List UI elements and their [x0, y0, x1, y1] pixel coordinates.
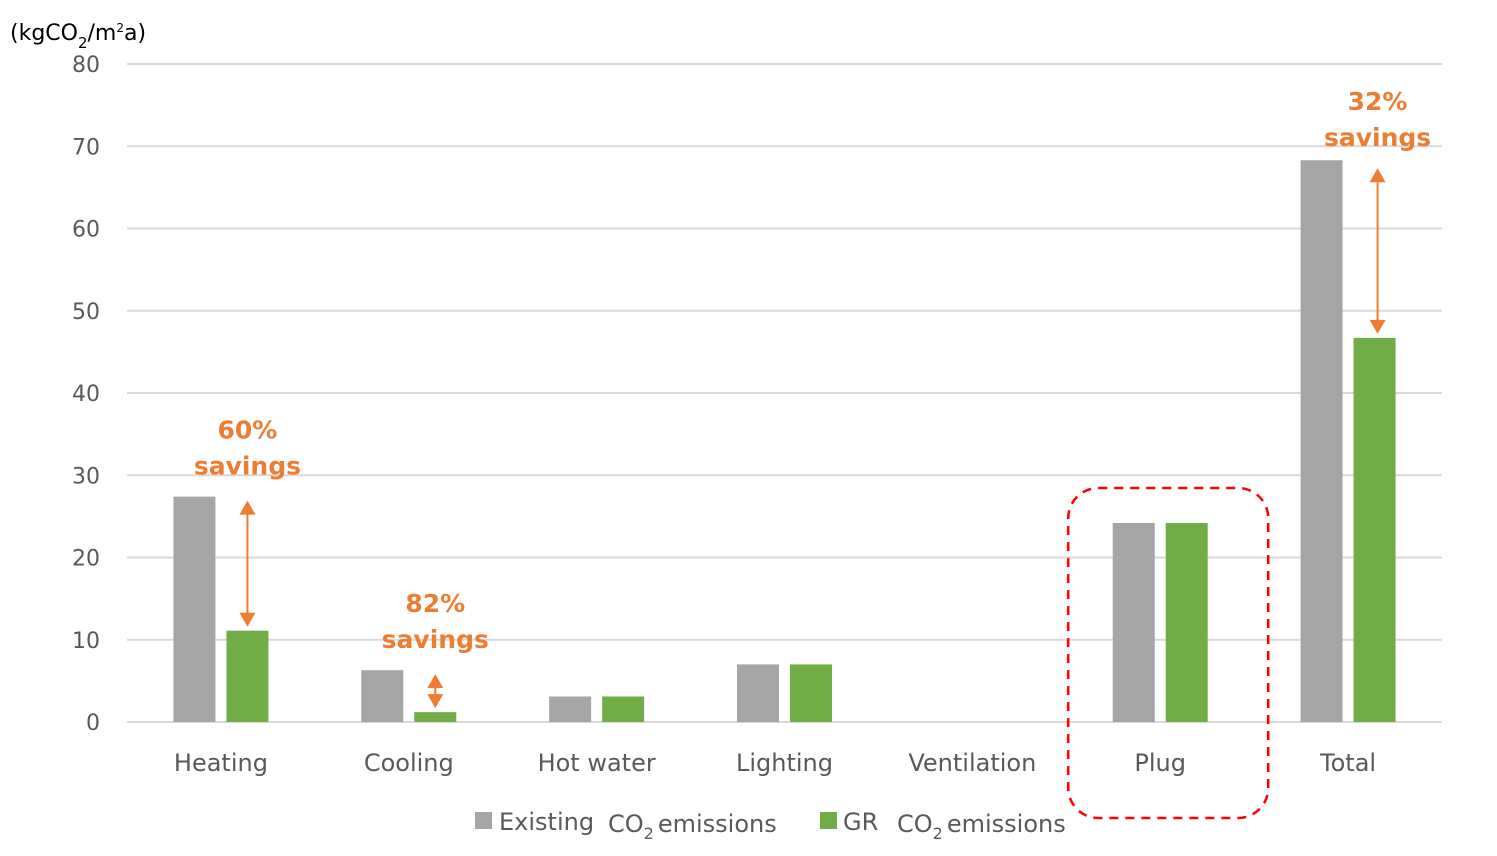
- legend-swatch-gr: [820, 812, 837, 829]
- x-tick-label: Cooling: [364, 749, 454, 777]
- legend-label-gr: GR: [843, 808, 878, 836]
- savings-percent-label: 82%: [405, 589, 465, 618]
- y-axis-unit-label: (kgCO2/m2a): [10, 21, 146, 52]
- y-tick-label: 50: [72, 300, 100, 325]
- y-tick-label: 80: [72, 53, 100, 78]
- bar-existing-plug: [1112, 522, 1155, 722]
- arrow-head: [239, 500, 256, 515]
- x-tick-label: Hot water: [538, 749, 656, 777]
- arrow-head: [1369, 168, 1386, 183]
- arrow-head: [1369, 319, 1386, 334]
- x-axis-labels: Heating Cooling Hot water Lighting Ventilati…: [174, 749, 1376, 777]
- bar-gr-hot-water: [602, 696, 645, 722]
- bar-gr-lighting: [790, 664, 832, 722]
- y-tick-label: 40: [72, 382, 100, 407]
- x-tick-label: Lighting: [736, 749, 833, 777]
- x-tick-label: Total: [1319, 749, 1376, 777]
- legend-swatch-existing: [475, 812, 492, 829]
- bar-gr-heating: [226, 630, 269, 722]
- plug-highlight-box: [1066, 486, 1270, 820]
- legend-label-suffix: CO2 emissions: [608, 810, 777, 843]
- gridlines: [127, 63, 1442, 723]
- y-tick-label: 30: [72, 464, 100, 489]
- arrow-head: [427, 694, 444, 709]
- x-tick-label: Plug: [1134, 749, 1186, 777]
- arrow-head: [427, 674, 444, 689]
- bar-gr-total: [1353, 337, 1396, 722]
- bars: [173, 160, 1396, 723]
- y-tick-label: 70: [72, 135, 100, 160]
- bar-existing-total: [1300, 160, 1343, 723]
- savings-text-label: savings: [194, 452, 301, 481]
- x-tick-label: Heating: [174, 749, 268, 777]
- highlight-box: [1066, 486, 1270, 820]
- legend: Existing CO2 emissions GR CO2 emissions: [475, 808, 1066, 843]
- bar-gr-cooling: [414, 712, 457, 722]
- y-axis-ticks: 0 10 20 30 40 50 60 70 80: [72, 53, 100, 736]
- savings-text-label: savings: [382, 625, 489, 654]
- bar-existing-heating: [173, 496, 216, 722]
- bar-gr-plug: [1165, 522, 1208, 722]
- legend-label-existing: Existing: [499, 808, 594, 836]
- y-tick-label: 10: [72, 629, 100, 654]
- y-tick-label: 20: [72, 547, 100, 572]
- savings-percent-label: 32%: [1348, 87, 1408, 116]
- legend-label-suffix: CO2 emissions: [897, 810, 1066, 843]
- x-tick-label: Ventilation: [908, 749, 1036, 777]
- y-tick-label: 0: [86, 711, 100, 736]
- y-tick-label: 60: [72, 218, 100, 243]
- annotations: 60% savings 82% savings 32% savings: [194, 87, 1431, 709]
- savings-text-label: savings: [1324, 123, 1431, 152]
- bar-existing-lighting: [737, 664, 779, 722]
- arrow-head: [239, 612, 256, 627]
- bar-existing-hot-water: [549, 696, 592, 722]
- bar-existing-cooling: [361, 670, 404, 722]
- savings-percent-label: 60%: [218, 416, 278, 445]
